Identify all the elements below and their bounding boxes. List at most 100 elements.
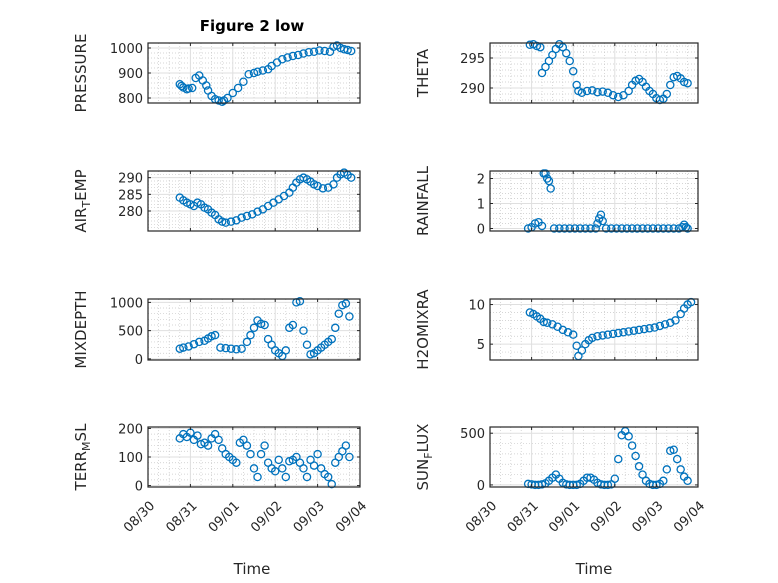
data-point: [633, 224, 642, 233]
data-point: [346, 46, 356, 56]
data-point: [634, 325, 644, 335]
data-point: [221, 343, 230, 353]
subplot-theta: 290 295 THETA: [414, 39, 699, 105]
y-label-tail: SL: [72, 423, 90, 442]
data-point: [634, 462, 644, 471]
data-point: [577, 88, 587, 98]
data-point: [603, 88, 613, 98]
y-tick-label: 500: [460, 427, 485, 442]
y-tick-label: 0: [477, 223, 485, 238]
y-tick-label: 1000: [110, 42, 143, 57]
data-point: [270, 467, 280, 476]
data-point: [194, 337, 204, 347]
data-point: [652, 480, 661, 490]
data-point: [179, 343, 188, 352]
y-axis-label: TERRMSL: [72, 423, 93, 492]
data-point: [570, 224, 580, 233]
y-label-main: TERR: [72, 451, 90, 492]
data-point: [221, 218, 230, 227]
data-point: [577, 346, 587, 355]
data-point: [233, 83, 243, 93]
y-tick-label: 100: [118, 451, 143, 466]
data-point: [662, 89, 672, 99]
data-point: [650, 323, 659, 332]
y-axis-label: PRESSURE: [72, 34, 90, 113]
data-point: [242, 211, 252, 221]
data-point: [666, 80, 675, 90]
data-point: [655, 321, 665, 331]
data-point: [666, 318, 675, 328]
data-point: [260, 441, 269, 450]
data-point: [669, 224, 678, 233]
data-point: [568, 66, 578, 76]
data-point: [246, 330, 255, 340]
data-point: [184, 342, 193, 351]
data-point: [256, 449, 266, 459]
data-point: [228, 88, 238, 98]
data-point: [223, 93, 232, 103]
y-tick-label: 1000: [110, 296, 143, 311]
data-point: [226, 217, 236, 226]
data-point: [676, 465, 685, 474]
data-point: [631, 451, 640, 461]
data-point: [614, 328, 623, 338]
data-point: [591, 224, 600, 233]
data-point: [565, 56, 574, 66]
data-point: [216, 343, 225, 352]
y-tick-label: 290: [118, 172, 143, 187]
data-point: [548, 320, 557, 329]
data-point: [226, 344, 236, 353]
data-point: [288, 51, 298, 61]
data-point: [588, 333, 597, 343]
axes-box: [489, 426, 699, 488]
data-point: [664, 224, 673, 233]
y-tick-label: 285: [118, 188, 143, 203]
data-point: [660, 320, 670, 329]
data-point: [256, 319, 266, 329]
data-point: [683, 78, 692, 88]
axes-box: [489, 298, 699, 361]
data-point: [586, 224, 595, 233]
data-point: [341, 441, 351, 450]
data-point: [345, 312, 354, 321]
data-point: [320, 46, 329, 56]
y-tick-label: 1: [477, 198, 485, 213]
data-point: [638, 470, 647, 479]
data-point: [189, 339, 199, 349]
axes-box: [489, 42, 699, 104]
data-point: [558, 325, 568, 335]
data-point: [299, 464, 308, 473]
data-point: [331, 323, 340, 333]
data-point: [568, 330, 578, 339]
y-label-subscript: F: [422, 452, 435, 458]
y-label-subscript: T: [80, 201, 93, 209]
data-point: [588, 86, 597, 95]
data-point: [638, 224, 647, 233]
data-point: [659, 224, 668, 233]
data-point: [562, 48, 571, 58]
data-point: [299, 49, 308, 58]
data-point: [608, 90, 618, 100]
data-point: [555, 224, 564, 233]
data-point: [643, 224, 652, 233]
data-point: [232, 458, 241, 467]
y-axis-label: THETA: [414, 48, 432, 98]
data-point: [624, 327, 633, 336]
y-axis-label: RAINFALL: [414, 165, 432, 236]
figure-title: Figure 2 low: [200, 17, 305, 35]
y-tick-label: 290: [460, 82, 485, 97]
data-point: [666, 446, 675, 456]
data-point: [581, 224, 590, 233]
data-point: [306, 350, 315, 359]
y-tick-label: 800: [118, 92, 143, 107]
data-point: [617, 224, 626, 233]
y-tick-label: 900: [118, 67, 143, 82]
data-point: [669, 445, 678, 455]
data-point: [184, 84, 193, 93]
y-axis-label: SUNFLUX: [414, 424, 435, 491]
data-point: [645, 324, 654, 333]
data-point: [315, 46, 324, 55]
y-label-tail: EMP: [72, 169, 90, 200]
